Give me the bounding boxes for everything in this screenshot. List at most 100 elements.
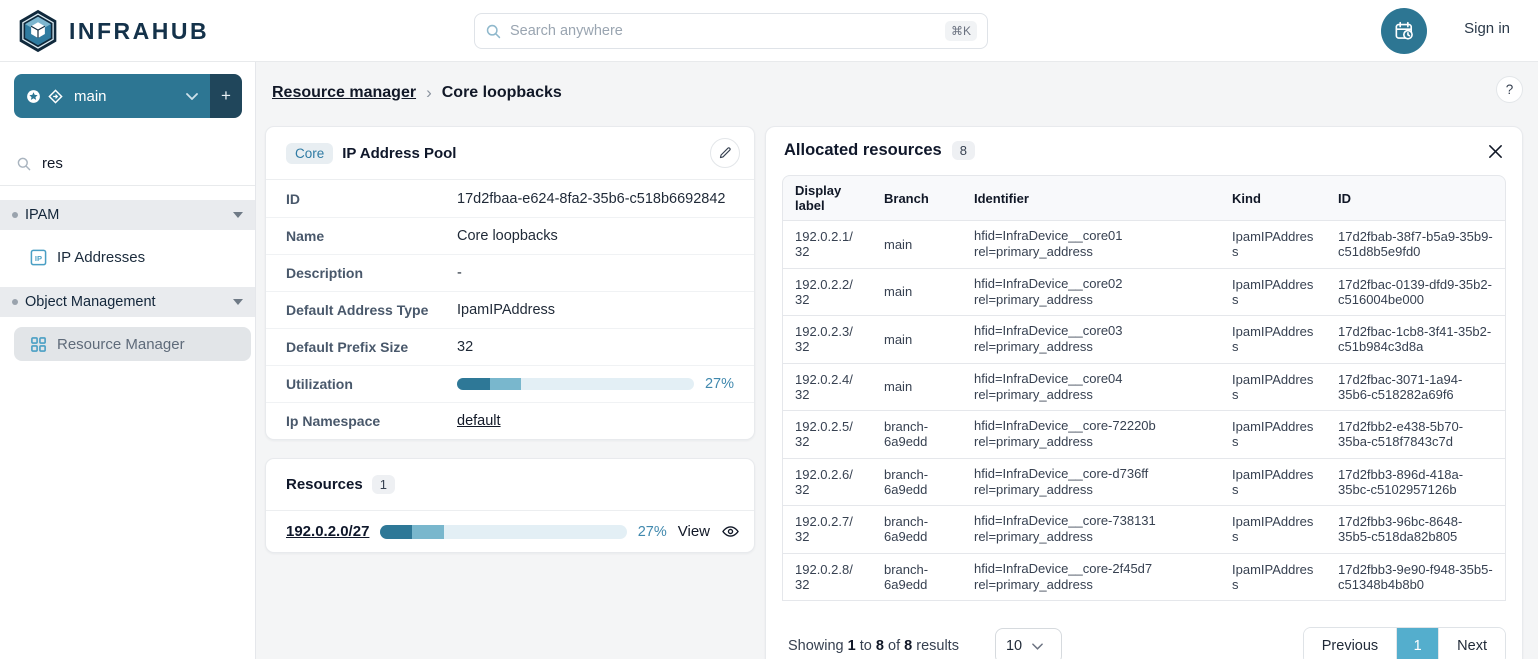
allocated-resources-table: Display label Branch Identifier Kind ID … (782, 175, 1506, 601)
content-row: Core IP Address Pool ID 17d2fbaa (265, 126, 1523, 659)
pencil-icon (718, 146, 732, 160)
cell-kind: IpamIPAddress (1220, 506, 1326, 554)
triangle-down-icon (233, 212, 243, 218)
cell-identifier: hfid=InfraDevice__core-738131 rel=primar… (962, 506, 1220, 554)
sign-in-link[interactable]: Sign in (1464, 20, 1510, 37)
page-size-value: 10 (1005, 638, 1023, 654)
cell-kind: IpamIPAddress (1220, 221, 1326, 269)
allocated-panel-title: Allocated resources (784, 141, 942, 159)
cell-identifier: hfid=InfraDevice__core02 rel=primary_add… (962, 269, 1220, 316)
cell-id: 17d2fbac-1cb8-3f41-35b2-c51b984c3d8a (1326, 316, 1506, 364)
resource-bar-light-segment (412, 524, 445, 539)
cell-kind: IpamIPAddress (1220, 411, 1326, 459)
cell-id: 17d2fbab-38f7-b5a9-35b9-c51d8b5e9fd0 (1326, 221, 1506, 269)
field-row-name: Name Core loopbacks (266, 217, 754, 254)
page-size-select[interactable]: 10 (994, 628, 1062, 659)
ip-address-icon: IP (30, 249, 47, 266)
pool-card-header: Core IP Address Pool (266, 127, 754, 180)
resources-card: Resources 1 192.0.2.0/27 27% View (265, 458, 755, 553)
cell-id: 17d2fbb3-9e90-f948-35b5-c51348b4b8b0 (1326, 553, 1506, 601)
branch-selector[interactable]: main (14, 74, 210, 118)
field-label: Name (286, 228, 325, 244)
page-title: Core loopbacks (441, 84, 562, 101)
view-link[interactable]: View (677, 523, 710, 540)
edit-button[interactable] (710, 138, 740, 168)
global-search-input[interactable] (510, 23, 937, 39)
help-button[interactable]: ? (1496, 76, 1523, 103)
cell-branch: branch-6a9edd (872, 506, 962, 554)
cell-id: 17d2fbb3-96bc-8648-35b5-c518da82b805 (1326, 506, 1506, 554)
cell-id: 17d2fbac-0139-dfd9-35b2-c516004be000 (1326, 268, 1506, 316)
current-branch-label: main (74, 87, 107, 105)
utilization-bar (457, 378, 694, 390)
pagination: Previous 1 Next (1302, 627, 1506, 659)
cell-branch: branch-6a9edd (872, 411, 962, 459)
column-header-display-label: Display label (782, 175, 872, 221)
next-page-button[interactable]: Next (1438, 628, 1505, 659)
field-row-utilization: Utilization 27% (266, 365, 754, 402)
field-value: IpamIPAddress (457, 302, 556, 318)
field-label: Utilization (286, 376, 353, 392)
sidebar-filter[interactable] (0, 142, 255, 186)
global-search[interactable]: ⌘K (474, 13, 988, 49)
resources-count-badge: 1 (371, 475, 395, 494)
page-1-button[interactable]: 1 (1396, 628, 1439, 659)
field-label: Ip Namespace (286, 413, 381, 429)
close-icon (1487, 143, 1504, 160)
previous-page-button[interactable]: Previous (1303, 628, 1397, 659)
resources-card-title: Resources (286, 476, 363, 493)
namespace-link[interactable]: default (457, 413, 501, 429)
cell-branch: main (872, 269, 962, 316)
sidebar-item-resource-manager[interactable]: Resource Manager (14, 327, 251, 361)
cell-display-label: 192.0.2.7/32 (782, 506, 872, 554)
chevron-down-icon (1032, 642, 1043, 650)
cell-identifier: hfid=InfraDevice__core-d736ff rel=primar… (962, 459, 1220, 506)
sidebar-section-ipam[interactable]: IPAM (0, 200, 255, 230)
breadcrumb-parent-link[interactable]: Resource manager (272, 84, 417, 101)
field-row-ip-namespace: Ip Namespace default (266, 402, 754, 439)
cell-id: 17d2fbb3-896d-418a-35bc-c5102957126b (1326, 458, 1506, 506)
add-branch-button[interactable]: + (210, 74, 242, 118)
kind-badge: Core (286, 142, 334, 164)
field-value: 32 (457, 339, 474, 355)
sidebar-item-label: Resource Manager (57, 335, 185, 353)
close-panel-button[interactable] (1485, 141, 1506, 162)
left-column: Core IP Address Pool ID 17d2fbaa (265, 126, 755, 553)
cell-display-label: 192.0.2.1/32 (782, 221, 872, 269)
field-value: 17d2fbaa-e624-8fa2-35b6-c518b6692842 (457, 190, 726, 207)
resource-prefix-link[interactable]: 192.0.2.0/27 (286, 523, 370, 540)
column-header-kind: Kind (1220, 175, 1326, 221)
pool-card-title: IP Address Pool (342, 144, 457, 162)
table-row: 192.0.2.1/32 main hfid=InfraDevice__core… (782, 221, 1506, 269)
bullet-icon (12, 212, 18, 218)
cell-identifier: hfid=InfraDevice__core03 rel=primary_add… (962, 316, 1220, 364)
sidebar: main + IPAM (0, 62, 256, 659)
sidebar-filter-input[interactable] (42, 155, 222, 172)
table-footer: Showing 1 to 8 of 8 results 10 (782, 627, 1506, 659)
schedule-demo-button[interactable] (1381, 8, 1427, 54)
resource-utilization-bar (380, 524, 627, 539)
cell-branch: main (872, 364, 962, 411)
chevron-right-icon: › (426, 83, 432, 102)
utilization-bar-dark-segment (457, 378, 491, 390)
field-value: - (457, 265, 462, 281)
brand-name: INFRAHUB (69, 17, 210, 44)
utilization-percent: 27% (704, 376, 734, 392)
cell-identifier: hfid=InfraDevice__core01 rel=primary_add… (962, 221, 1220, 269)
sidebar-item-ip-addresses[interactable]: IP IP Addresses (0, 241, 255, 273)
top-bar: INFRAHUB ⌘K Sign in (0, 0, 1538, 62)
field-value: Core loopbacks (457, 228, 558, 244)
cell-branch: main (872, 221, 962, 269)
cell-branch: main (872, 316, 962, 364)
view-button[interactable] (721, 522, 740, 541)
results-summary: Showing 1 to 8 of 8 results (788, 638, 959, 654)
resource-bar-dark-segment (380, 524, 413, 539)
resources-card-header: Resources 1 (266, 459, 754, 511)
chevron-down-icon (186, 92, 198, 100)
field-row-default-address-type: Default Address Type IpamIPAddress (266, 291, 754, 328)
infrahub-logo: INFRAHUB (16, 9, 209, 53)
sidebar-section-object-management[interactable]: Object Management (0, 287, 255, 317)
field-row-default-prefix-size: Default Prefix Size 32 (266, 328, 754, 365)
field-label: Default Address Type (286, 302, 429, 318)
resource-row: 192.0.2.0/27 27% View (266, 511, 754, 552)
